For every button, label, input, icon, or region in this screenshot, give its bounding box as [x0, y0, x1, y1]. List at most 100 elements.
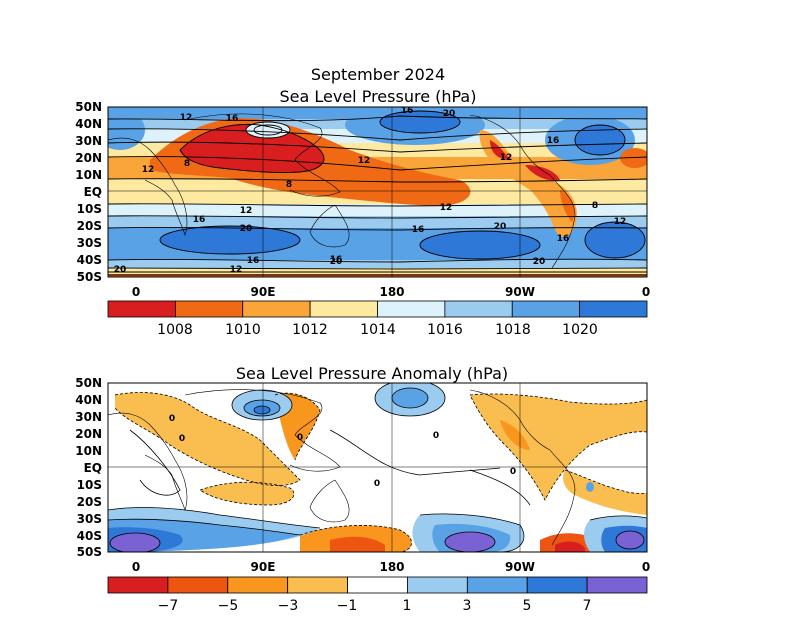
map1-colorbar — [107, 300, 648, 318]
lon-label: 0 — [642, 285, 650, 299]
lat-label: 10N — [75, 168, 102, 182]
map1-lat-axis: 50N 40N 30N 20N 10N EQ 10S 20S 30S 40S 5… — [75, 100, 102, 284]
colorbar-swatch — [107, 576, 169, 594]
colorbar-label: 3 — [463, 598, 472, 614]
colorbar-swatch — [347, 576, 408, 594]
contour-label: 16 — [557, 234, 570, 244]
map2-title: Sea Level Pressure Anomaly (hPa) — [236, 364, 508, 383]
contour-label: 16 — [412, 225, 425, 235]
lat-label: 20N — [75, 427, 102, 441]
colorbar-swatch — [227, 576, 289, 594]
contour-label: 12 — [614, 217, 627, 227]
map1-title-line1: September 2024 — [311, 65, 445, 84]
colorbar-swatch — [586, 576, 648, 594]
contour-label: 12 — [142, 165, 155, 175]
contour-label: 16 — [193, 215, 206, 225]
lat-label: 50N — [75, 100, 102, 114]
colorbar-swatch — [377, 300, 446, 318]
map2-lat-axis: 50N 40N 30N 20N 10N EQ 10S 20S 30S 40S 5… — [75, 376, 102, 559]
lon-label: 90W — [505, 285, 535, 299]
lon-label: 180 — [379, 285, 404, 299]
colorbar-label: 1 — [403, 598, 412, 614]
contour-label: 20 — [494, 222, 507, 232]
colorbar-swatch — [466, 576, 528, 594]
lat-label: 30S — [77, 236, 102, 250]
contour-label: 16 — [547, 136, 560, 146]
map2-contour-labels: 00 0 000 — [169, 414, 516, 489]
contour-label: 20 — [114, 265, 127, 275]
colorbar-label: 1014 — [360, 322, 396, 338]
colorbar-swatch — [407, 576, 468, 594]
contour-label: 20 — [240, 224, 253, 234]
lat-label: 30S — [77, 512, 102, 526]
contour-label: 16 — [247, 256, 260, 266]
lat-label: 30N — [75, 134, 102, 148]
contour-label: 20 — [330, 257, 343, 267]
colorbar-swatch — [174, 300, 244, 318]
contour-label: 20 — [533, 257, 546, 267]
contour-label: 0 — [297, 433, 303, 443]
colorbar-swatch — [242, 300, 311, 318]
colorbar-label: 7 — [583, 598, 592, 614]
lat-label: 40S — [77, 253, 102, 267]
colorbar-label: 1010 — [225, 322, 261, 338]
contour-label: 0 — [179, 434, 185, 444]
lat-label: 40S — [77, 529, 102, 543]
map2-colorbar — [107, 576, 648, 594]
map2-lon-axis: 0 90E 180 90W 0 — [132, 560, 650, 574]
lon-label: 180 — [379, 560, 404, 574]
contour-label: 0 — [510, 467, 516, 477]
slp-field — [108, 107, 647, 277]
contour-label: 20 — [443, 109, 456, 119]
colorbar-swatch — [444, 300, 513, 318]
lat-label: 40N — [75, 393, 102, 407]
colorbar-label: 1016 — [427, 322, 463, 338]
colorbar-label: 1012 — [292, 322, 328, 338]
contour-label: 16 — [401, 106, 414, 116]
map2-colorbar-labels: −7 −5 −3 −1 1 3 5 7 — [158, 598, 592, 614]
map1-frame — [107, 106, 648, 278]
lat-label: 20S — [77, 495, 102, 509]
anomaly-field — [108, 383, 647, 552]
lon-label: 0 — [132, 560, 140, 574]
colorbar-label: −3 — [278, 598, 299, 614]
contour-label: 16 — [226, 114, 239, 124]
colorbar-swatch — [511, 300, 581, 318]
colorbar-swatch — [167, 576, 229, 594]
lon-label: 0 — [132, 285, 140, 299]
contour-label: 12 — [440, 203, 453, 213]
contour-label: 16 — [330, 255, 343, 265]
contour-label: 8 — [592, 201, 598, 211]
map1-title-line2: Sea Level Pressure (hPa) — [280, 87, 477, 106]
lat-label: EQ — [84, 185, 102, 199]
colorbar-label: 5 — [523, 598, 532, 614]
lat-label: 50N — [75, 376, 102, 390]
contour-label: 0 — [433, 431, 439, 441]
lat-label: 20N — [75, 151, 102, 165]
contour-label: 12 — [240, 206, 253, 216]
lon-label: 0 — [642, 560, 650, 574]
lat-label: 10S — [77, 478, 102, 492]
map1-lon-axis: 0 90E 180 90W 0 — [132, 285, 650, 299]
colorbar-swatch — [107, 300, 176, 318]
contour-label: 12 — [230, 265, 243, 275]
colorbar-label: −7 — [158, 598, 179, 614]
lat-label: 30N — [75, 410, 102, 424]
map2-frame — [107, 382, 648, 553]
lon-label: 90E — [251, 560, 276, 574]
lat-label: 50S — [77, 545, 102, 559]
contour-label: 12 — [358, 156, 371, 166]
lat-label: 20S — [77, 219, 102, 233]
colorbar-label: 1008 — [157, 322, 193, 338]
lon-label: 90W — [505, 560, 535, 574]
contour-label: 0 — [169, 414, 175, 424]
slp-anomaly-map: Sea Level Pressure Anomaly (hPa) — [75, 364, 650, 614]
slp-map: September 2024 Sea Level Pressure (hPa) — [75, 65, 650, 338]
colorbar-label: −1 — [337, 598, 358, 614]
colorbar-swatch — [526, 576, 588, 594]
lat-label: 40N — [75, 117, 102, 131]
lat-label: 50S — [77, 270, 102, 284]
lat-label: 10S — [77, 202, 102, 216]
